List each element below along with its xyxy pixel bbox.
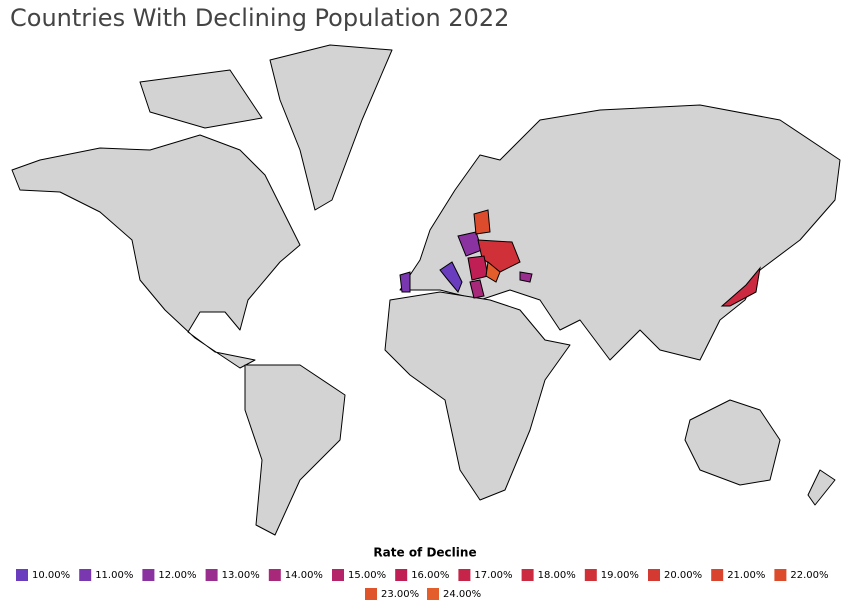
legend-label: 23.00%: [381, 589, 419, 600]
legend-label: 17.00%: [474, 570, 512, 581]
map-title: Countries With Declining Population 2022: [10, 4, 509, 32]
legend-swatch: [332, 569, 344, 581]
country-decline: [399, 271, 411, 293]
legend-swatch: [648, 569, 660, 581]
legend-label: 18.00%: [538, 570, 576, 581]
country-decline: [473, 209, 491, 235]
new-zealand: [807, 469, 836, 506]
legend-swatch: [79, 569, 92, 581]
legend-swatch: [395, 569, 408, 581]
legend-label: 20.00%: [664, 570, 702, 581]
legend-swatch: [427, 588, 439, 600]
country-decline: [469, 279, 485, 299]
north-america: [11, 134, 301, 369]
country-decline: [467, 255, 489, 281]
country-decline: [439, 261, 463, 293]
legend-swatch: [711, 569, 724, 581]
country-decline: [720, 266, 761, 307]
legend-label: 15.00%: [348, 570, 386, 581]
legend-label: 16.00%: [411, 570, 449, 581]
africa: [384, 291, 571, 501]
legend-swatch: [205, 569, 218, 581]
legend-label: 22.00%: [790, 570, 828, 581]
australia: [684, 399, 781, 486]
country-decline: [485, 261, 501, 283]
arctic-islands: [139, 69, 263, 129]
country-decline: [519, 271, 533, 283]
legend-label: 11.00%: [95, 570, 133, 581]
legend-swatch: [584, 569, 597, 581]
legend-label: 21.00%: [727, 570, 765, 581]
legend-label: 19.00%: [601, 570, 639, 581]
legend-label: 12.00%: [158, 570, 196, 581]
legend-swatch: [521, 569, 534, 581]
legend-swatch: [142, 569, 155, 581]
legend-swatch: [268, 569, 281, 581]
legend-title: Rate of Decline: [373, 546, 476, 560]
legend-swatch: [458, 569, 471, 581]
legend-label: 24.00%: [443, 589, 481, 600]
greenland: [269, 44, 393, 211]
legend-label: 14.00%: [285, 570, 323, 581]
world-map: [11, 44, 841, 536]
south-america: [244, 364, 346, 536]
legend-label: 13.00%: [222, 570, 260, 581]
legend-swatch: [16, 569, 28, 581]
country-decline: [477, 239, 521, 273]
legend-label: 10.00%: [32, 570, 70, 581]
legend-swatch: [365, 588, 377, 600]
legend-swatch: [774, 569, 787, 581]
